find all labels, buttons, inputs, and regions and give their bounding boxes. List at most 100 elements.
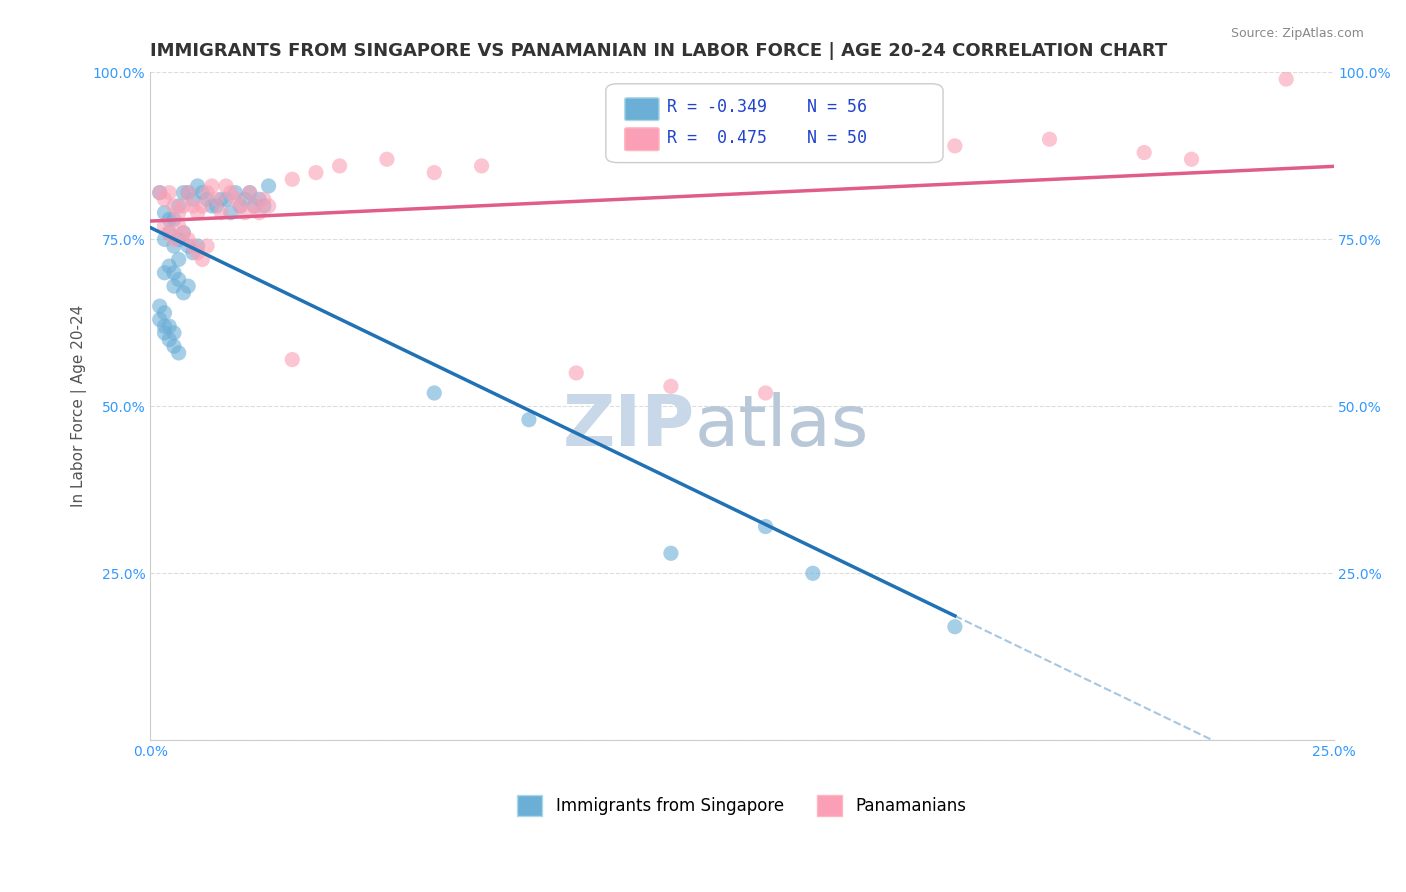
FancyBboxPatch shape [606,84,943,162]
Point [849,126,872,140]
Point [229,199,252,213]
Point [177,239,200,253]
Point [943,620,966,634]
Point [253,199,276,213]
Point [209,192,232,206]
Text: R = -0.349    N = 56: R = -0.349 N = 56 [668,98,868,116]
Point [181,192,204,206]
Point [205,199,228,213]
Point [305,166,328,180]
Point [149,186,172,200]
Point [157,226,180,240]
Point [153,306,176,320]
FancyBboxPatch shape [624,98,659,120]
Point [224,186,246,200]
Text: IMMIGRANTS FROM SINGAPORE VS PANAMANIAN IN LABOR FORCE | AGE 20-24 CORRELATION C: IMMIGRANTS FROM SINGAPORE VS PANAMANIAN … [150,42,1167,60]
Y-axis label: In Labor Force | Age 20-24: In Labor Force | Age 20-24 [72,305,87,508]
Point [423,166,446,180]
Point [172,285,194,300]
Point [195,239,218,253]
Point [201,178,224,193]
Point [172,226,194,240]
Point [153,326,176,340]
Point [149,186,172,200]
Point [167,252,190,267]
Point [157,226,180,240]
Point [153,219,176,233]
Point [754,519,776,533]
Point [149,312,172,326]
Point [153,205,176,219]
Point [167,272,190,286]
Point [1133,145,1156,160]
Point [167,199,190,213]
Text: Source: ZipAtlas.com: Source: ZipAtlas.com [1230,27,1364,40]
Point [219,186,242,200]
Point [163,212,186,227]
Point [423,386,446,401]
Point [153,232,176,246]
Point [157,333,180,347]
Point [163,326,186,340]
Point [177,279,200,293]
Point [153,266,176,280]
Text: R =  0.475    N = 50: R = 0.475 N = 50 [668,128,868,147]
Point [157,212,180,227]
Point [1180,153,1202,167]
Point [167,232,190,246]
Point [181,239,204,253]
Point [209,205,232,219]
Point [187,245,209,260]
Point [471,159,494,173]
Point [163,232,186,246]
Point [187,205,209,219]
Point [257,199,280,213]
Point [177,186,200,200]
Point [172,199,194,213]
Point [153,192,176,206]
Point [201,199,224,213]
Point [157,319,180,334]
Point [191,186,214,200]
Point [943,139,966,153]
Point [375,153,398,167]
Point [172,186,194,200]
Legend: Immigrants from Singapore, Panamanians: Immigrants from Singapore, Panamanians [510,789,973,822]
Point [329,159,352,173]
Point [191,199,214,213]
Point [163,279,186,293]
Point [163,339,186,353]
Point [1275,72,1298,87]
Point [659,379,682,393]
Point [195,192,218,206]
Point [229,199,252,213]
Point [215,192,238,206]
Point [565,366,588,380]
Point [239,186,262,200]
Point [517,413,540,427]
Point [247,205,270,219]
Point [801,566,824,581]
Point [233,192,256,206]
Point [163,199,186,213]
Point [243,199,266,213]
Point [1038,132,1060,146]
Point [163,266,186,280]
Point [224,192,246,206]
Text: atlas: atlas [695,392,869,461]
Point [281,352,304,367]
Point [281,172,304,186]
Point [243,199,266,213]
Point [257,178,280,193]
Point [233,205,256,219]
Point [187,239,209,253]
Point [153,319,176,334]
Point [167,205,190,219]
Point [754,386,776,401]
Point [253,192,276,206]
Point [247,192,270,206]
Point [149,299,172,313]
Point [239,186,262,200]
Text: ZIP: ZIP [562,392,695,461]
Point [163,239,186,253]
